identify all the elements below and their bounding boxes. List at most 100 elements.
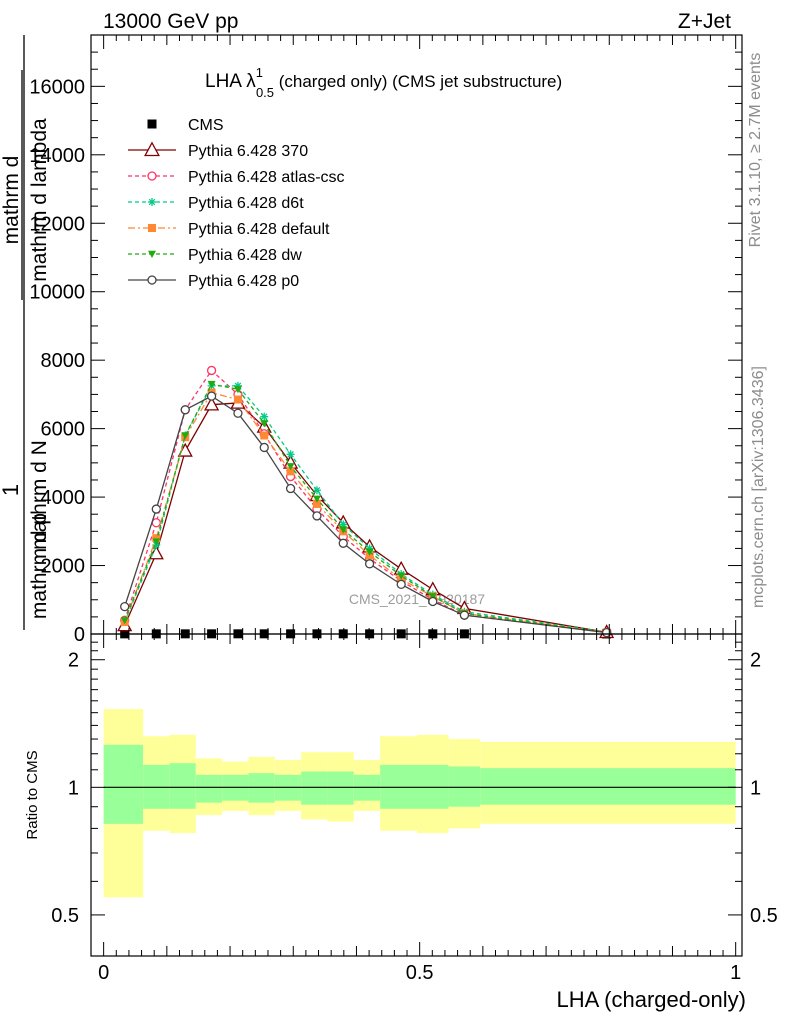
legend-entry: Pythia 6.428 d6t xyxy=(128,195,304,212)
marker-triangle-down xyxy=(120,617,129,625)
series-line xyxy=(124,402,607,633)
series-marker xyxy=(151,518,161,528)
series-marker xyxy=(147,275,157,285)
ratio-band-inner xyxy=(327,771,354,805)
mcplots-label: mcplots.cern.ch [arXiv:1306.3436] xyxy=(750,366,767,608)
ratio-band-inner xyxy=(301,771,328,805)
series-6 xyxy=(120,391,612,638)
series-marker xyxy=(206,365,217,376)
series-marker xyxy=(397,572,406,580)
marker-circle xyxy=(147,275,157,285)
marker-circle xyxy=(206,391,217,401)
series-marker xyxy=(364,559,375,569)
header-right: Z+Jet xyxy=(678,10,731,33)
series-marker xyxy=(428,596,438,607)
marker-circle xyxy=(459,610,470,620)
ratio-ylabel: Ratio to CMS xyxy=(24,750,41,839)
marker-triangle-down xyxy=(428,593,437,601)
ratio-y-tick-label: 1 xyxy=(68,777,79,799)
marker-square xyxy=(148,224,156,232)
y-tick-label: 16000 xyxy=(29,76,85,98)
series-marker xyxy=(181,432,190,440)
marker-circle xyxy=(206,365,217,376)
series-marker xyxy=(312,511,322,521)
watermark: CMS_2021_I1920187 xyxy=(349,591,485,607)
ratio-band-inner xyxy=(195,774,223,803)
marker-circle xyxy=(180,405,190,415)
series-marker xyxy=(260,431,269,440)
series-marker xyxy=(428,593,437,601)
axes: 0 2000 4000 6000 8000 10000 12000 14000 16000 0 0.… xyxy=(29,34,778,984)
legend-label: Pythia 6.428 d6t xyxy=(188,195,304,212)
series-marker xyxy=(601,627,612,638)
y-tick-label: 10000 xyxy=(29,282,85,304)
series-marker xyxy=(233,395,242,404)
marker-triangle xyxy=(148,545,164,560)
ratio-band-inner xyxy=(480,768,736,805)
series-marker xyxy=(286,463,295,471)
series-marker xyxy=(260,412,269,421)
ratio-band-inner xyxy=(103,744,144,824)
series-marker xyxy=(147,119,157,129)
legend-entry: Pythia 6.428 p0 xyxy=(128,273,299,290)
legend-entry: Pythia 6.428 default xyxy=(128,221,330,238)
series-marker xyxy=(233,386,242,394)
series-marker xyxy=(365,548,374,556)
series-marker xyxy=(144,141,160,157)
marker-circle xyxy=(396,579,406,590)
marker-triangle-down xyxy=(181,432,190,440)
marker-triangle xyxy=(144,141,160,157)
series-marker xyxy=(152,534,161,543)
legend-entry: Pythia 6.428 370 xyxy=(128,141,308,160)
marker-circle xyxy=(233,408,243,418)
marker-triangle-down xyxy=(148,250,156,258)
y-tick-label: 0 xyxy=(74,624,85,646)
marker-star-ray xyxy=(287,451,294,458)
y-tick-label: 4000 xyxy=(41,487,86,509)
series-marker xyxy=(396,579,406,590)
marker-triangle-down xyxy=(260,420,269,428)
ratio-y-tick-label-right: 1 xyxy=(750,777,761,799)
series-marker xyxy=(459,610,470,620)
marker-triangle-down xyxy=(339,526,348,534)
marker-square xyxy=(152,534,161,543)
svg-text:mathrm d N: mathrm d N xyxy=(28,440,51,550)
svg-text:mathrm d lambda: mathrm d lambda xyxy=(28,118,51,282)
series-marker xyxy=(152,538,161,546)
y-tick-label: 12000 xyxy=(29,213,85,235)
series-line xyxy=(124,383,607,633)
legend-label: Pythia 6.428 atlas-csc xyxy=(188,169,345,186)
series-marker xyxy=(148,224,156,232)
legend: CMS Pythia 6.428 370 Pythia 6.428 atlas-cs… xyxy=(128,117,345,290)
series-marker xyxy=(312,486,321,495)
series-marker xyxy=(148,250,156,258)
marker-circle xyxy=(151,504,161,514)
x-tick-label: 0.5 xyxy=(406,962,434,984)
ratio-y-tick-label: 0.5 xyxy=(51,905,79,927)
marker-square xyxy=(312,499,321,508)
series-marker xyxy=(338,538,348,548)
series-marker xyxy=(203,396,220,411)
x-axis-label: LHA (charged-only) xyxy=(556,987,746,1012)
series-line xyxy=(124,395,607,634)
series-marker xyxy=(339,526,348,534)
y-tick-label: 6000 xyxy=(41,419,86,441)
marker-square xyxy=(147,119,157,129)
marker-circle xyxy=(364,559,375,569)
series-marker xyxy=(120,601,130,612)
legend-label: CMS xyxy=(188,117,224,134)
series-marker xyxy=(312,499,321,508)
series-marker xyxy=(286,450,295,459)
marker-circle xyxy=(147,171,157,181)
marker-circle xyxy=(259,442,269,453)
series-marker xyxy=(148,545,164,560)
marker-triangle-down xyxy=(207,380,216,389)
svg-text:mathrm d: mathrm d xyxy=(0,156,23,245)
legend-label: Pythia 6.428 default xyxy=(188,221,330,238)
ratio-band-inner xyxy=(169,763,196,809)
marker-circle xyxy=(601,627,612,638)
marker-star-ray xyxy=(339,521,347,528)
x-tick-label: 1 xyxy=(730,962,741,984)
marker-circle xyxy=(338,538,348,548)
